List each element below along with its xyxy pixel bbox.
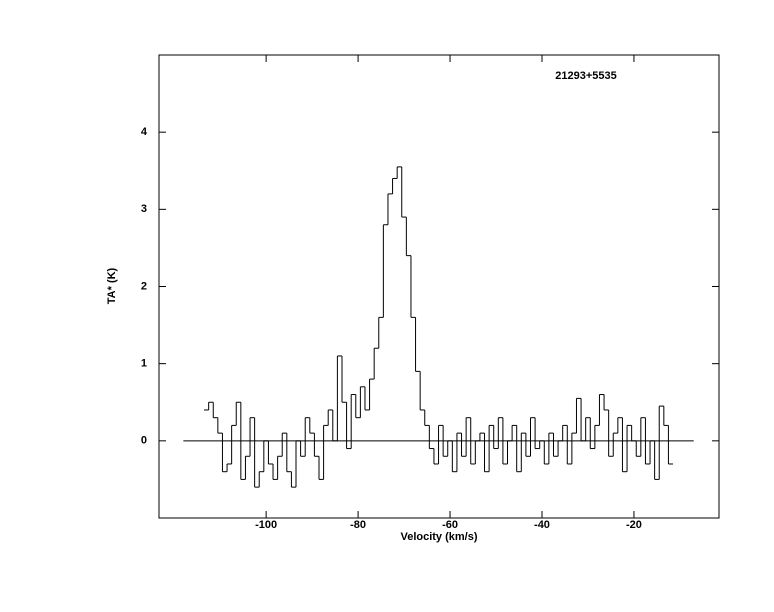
x-tick-label: -20 xyxy=(626,519,642,531)
x-axis-label: Velocity (km/s) xyxy=(400,531,477,543)
y-tick-label: 4 xyxy=(141,126,148,138)
y-axis-label: TA* (K) xyxy=(106,267,118,304)
chart-title: 21293+5535 xyxy=(555,70,616,82)
x-tick-label: -80 xyxy=(350,519,366,531)
x-tick-label: -40 xyxy=(534,519,550,531)
x-tick-label: -100 xyxy=(255,519,277,531)
y-tick-label: 3 xyxy=(141,203,147,215)
y-tick-label: 0 xyxy=(141,435,147,447)
y-tick-label: 1 xyxy=(141,358,147,370)
x-tick-label: -60 xyxy=(442,519,458,531)
y-tick-label: 2 xyxy=(141,280,147,292)
